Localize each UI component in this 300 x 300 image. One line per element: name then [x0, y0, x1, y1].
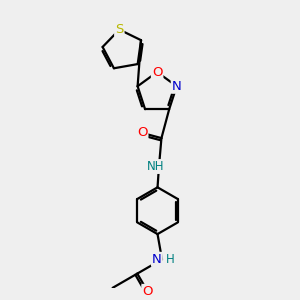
Text: NH: NH — [147, 160, 165, 173]
Text: S: S — [115, 23, 124, 36]
Text: O: O — [137, 126, 147, 140]
Text: H: H — [166, 253, 174, 266]
Text: O: O — [152, 66, 162, 79]
Text: O: O — [142, 285, 153, 298]
Text: N: N — [172, 80, 182, 93]
Text: N: N — [152, 253, 162, 266]
